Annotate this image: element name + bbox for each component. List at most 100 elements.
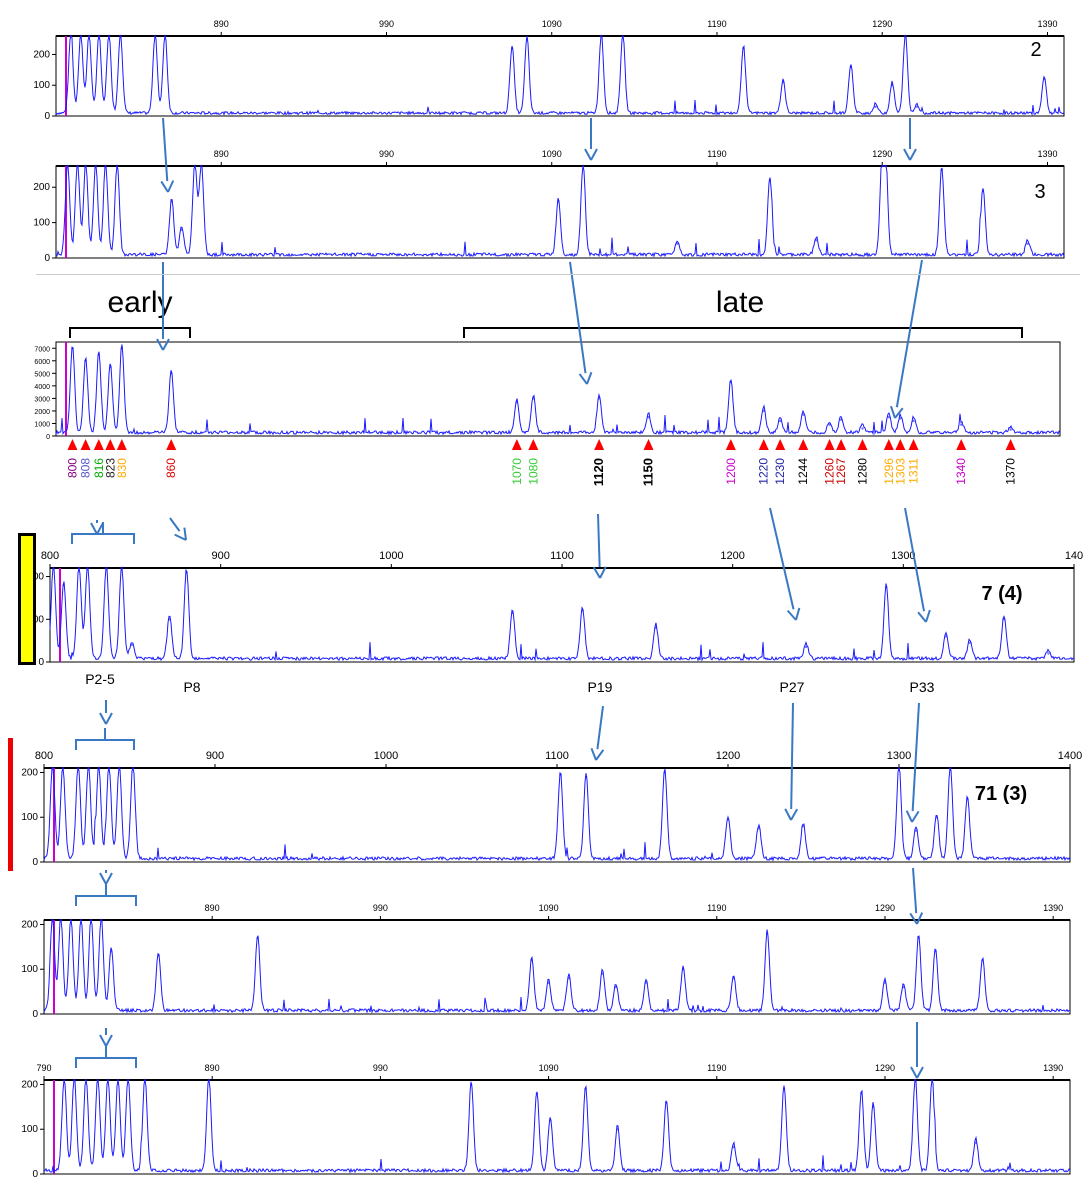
x-tick-label: 1200 bbox=[720, 550, 744, 562]
peak-point bbox=[116, 1078, 120, 1082]
peak-point bbox=[170, 372, 173, 375]
brace-lower-2 bbox=[75, 1046, 137, 1068]
marker-label: 1267 bbox=[834, 458, 848, 485]
marker-triangle bbox=[883, 439, 894, 450]
peak-point bbox=[600, 34, 603, 38]
plot-frame bbox=[43, 767, 1071, 863]
peak-point bbox=[69, 34, 73, 38]
marker-label: 800 bbox=[65, 458, 79, 478]
marker-label: 830 bbox=[115, 458, 129, 478]
marker-triangle bbox=[857, 439, 868, 450]
peak-point bbox=[115, 164, 119, 168]
peak-point bbox=[107, 766, 111, 770]
sample-label-7: 7 (4) bbox=[981, 583, 1022, 605]
arrow-head bbox=[590, 747, 605, 761]
arrow-p8-c bbox=[169, 517, 187, 541]
plot-frame bbox=[55, 341, 1061, 437]
arrow-shaft bbox=[596, 705, 604, 750]
y-tick-label: 5000 bbox=[34, 371, 50, 378]
marker-label: 860 bbox=[164, 458, 178, 478]
peak-point bbox=[861, 427, 864, 430]
marker-triangle bbox=[725, 439, 736, 450]
marker-triangle bbox=[105, 439, 116, 450]
peak-point bbox=[981, 189, 985, 192]
peak-point bbox=[874, 105, 877, 109]
peak-point bbox=[207, 1078, 210, 1082]
peak-label-p8: P8 bbox=[183, 679, 200, 695]
peak-point bbox=[974, 1141, 977, 1144]
arrow-p33-d bbox=[905, 702, 920, 823]
peak-point bbox=[872, 1105, 875, 1109]
peak-point bbox=[256, 936, 259, 940]
panel-sample-71: 800 900 1000 1100 1200 1300 1400 0 100 200 bbox=[21, 750, 1082, 868]
marker-triangle bbox=[116, 439, 127, 450]
marker-label: 1260 bbox=[823, 458, 837, 485]
peak-point bbox=[1047, 652, 1050, 655]
peak-point bbox=[79, 34, 83, 38]
peak-point bbox=[904, 34, 907, 38]
arrow-head bbox=[905, 810, 920, 823]
peak-point bbox=[130, 643, 134, 647]
marker-label: 823 bbox=[103, 458, 117, 478]
arrow-head bbox=[578, 371, 593, 385]
marker-label: 808 bbox=[79, 458, 93, 478]
marker-triangle bbox=[956, 439, 967, 450]
peak-point bbox=[899, 417, 902, 420]
peak-point bbox=[87, 766, 90, 770]
arrow-head bbox=[786, 607, 801, 621]
marker-label: 1311 bbox=[907, 458, 921, 484]
peak-point bbox=[567, 977, 570, 980]
x-tick-label: 1390 bbox=[1043, 1063, 1063, 1073]
arrow-p19-c bbox=[592, 513, 607, 579]
arrow-head bbox=[592, 566, 607, 579]
y-tick-label: 3000 bbox=[34, 396, 50, 403]
peak-point bbox=[616, 1128, 619, 1131]
peak-point bbox=[126, 1078, 130, 1082]
peak-point bbox=[100, 918, 103, 922]
y-tick-label: 0 bbox=[44, 111, 50, 122]
peak-point bbox=[663, 771, 666, 774]
y-tick-label: 200 bbox=[21, 767, 38, 778]
x-tick-label: 1190 bbox=[707, 19, 726, 29]
arrow-shaft bbox=[162, 117, 169, 182]
arrow-shaft bbox=[912, 867, 918, 914]
marker-triangle bbox=[908, 439, 919, 450]
peak-point bbox=[185, 571, 188, 574]
peak-point bbox=[97, 766, 100, 770]
peak-point bbox=[726, 818, 730, 821]
peak-point bbox=[1026, 242, 1029, 245]
peak-point bbox=[86, 566, 89, 570]
marker-triangle bbox=[798, 439, 809, 450]
peak-point bbox=[525, 37, 529, 41]
x-tick-label: 1300 bbox=[887, 750, 911, 762]
peak-point bbox=[69, 918, 73, 922]
panel-reference: 0 1000 2000 3000 4000 5000 6000 7000 800 808 81682… bbox=[34, 341, 1061, 486]
peak-point bbox=[143, 1078, 147, 1082]
peak-point bbox=[118, 766, 121, 770]
peak-point bbox=[77, 766, 80, 770]
arrow-p33-c bbox=[904, 507, 931, 623]
label-early: early bbox=[107, 286, 172, 319]
peak-point bbox=[839, 418, 843, 421]
peak-point bbox=[157, 954, 160, 957]
peak-point bbox=[153, 34, 157, 38]
x-tick-label: 990 bbox=[373, 903, 388, 913]
trace-line bbox=[55, 34, 1065, 117]
peak-point bbox=[779, 419, 782, 423]
x-tick-label: 990 bbox=[379, 19, 394, 29]
marker-label: 1340 bbox=[954, 458, 968, 485]
peak-point bbox=[84, 164, 87, 168]
marker-triangle bbox=[895, 439, 906, 450]
arrow-head bbox=[784, 808, 799, 821]
peak-point bbox=[757, 827, 760, 830]
marker-label: 1280 bbox=[855, 458, 869, 485]
x-tick-label: 790 bbox=[36, 1063, 51, 1073]
peak-point bbox=[510, 47, 514, 50]
peak-point bbox=[654, 626, 658, 629]
peak-point bbox=[887, 416, 890, 419]
arrow-head bbox=[909, 912, 924, 925]
arrow-p27-a bbox=[769, 507, 801, 621]
trace-line bbox=[55, 164, 1065, 258]
marker-triangle bbox=[824, 439, 835, 450]
